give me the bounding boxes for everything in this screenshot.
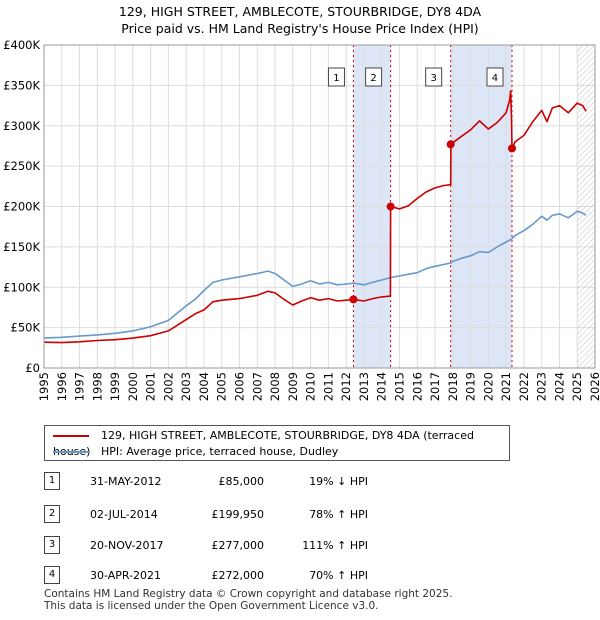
sale-marker-label: 4 <box>492 73 498 84</box>
x-tick-label: 2024 <box>552 372 566 401</box>
x-tick-label: 1998 <box>90 372 104 401</box>
sale-row: 4 30-APR-2021 £272,000 70% ↑ HPI <box>44 566 464 584</box>
sale-marker-label: 1 <box>333 73 339 84</box>
x-tick-label: 2017 <box>428 372 442 401</box>
sale-number: 2 <box>44 505 60 523</box>
y-tick-label: £0 <box>25 361 40 375</box>
x-tick-label: 2009 <box>286 372 300 401</box>
sale-price: £85,000 <box>218 475 265 488</box>
x-tick-label: 2005 <box>215 372 229 401</box>
forecast-hatch <box>577 45 595 368</box>
sale-row: 3 20-NOV-2017 £277,000 111% ↑ HPI <box>44 536 464 554</box>
x-tick-label: 2019 <box>464 372 478 401</box>
sale-number: 1 <box>44 472 60 490</box>
x-tick-label: 1995 <box>37 372 51 401</box>
sale-point <box>349 295 358 304</box>
sale-point <box>386 202 395 211</box>
legend-label-property: 129, HIGH STREET, AMBLECOTE, STOURBRIDGE… <box>53 429 474 458</box>
sale-hpi-comparison: 111% ↑ HPI <box>302 539 368 552</box>
sale-date: 31-MAY-2012 <box>90 475 162 488</box>
x-tick-label: 2022 <box>517 372 531 401</box>
sale-point <box>507 144 516 153</box>
y-tick-label: £400K <box>3 38 40 52</box>
footer-licence: This data is licensed under the Open Gov… <box>44 599 379 612</box>
x-tick-label: 2013 <box>357 372 371 401</box>
x-tick-label: 1997 <box>73 372 87 401</box>
plot-frame <box>43 44 596 369</box>
legend-item-property: 129, HIGH STREET, AMBLECOTE, STOURBRIDGE… <box>53 428 509 458</box>
series-line <box>43 210 587 339</box>
sale-price: £272,000 <box>211 569 265 582</box>
y-tick-label: £300K <box>3 119 40 133</box>
sale-date: 02-JUL-2014 <box>90 508 158 521</box>
title-subtitle: Price paid vs. HM Land Registry's House … <box>121 21 479 36</box>
sale-marker-box <box>486 67 504 87</box>
price-chart: 1 2 3 4 £0 £50K £100K £150K £200K £250K £300K £350… <box>3 38 600 401</box>
x-tick-label: 2008 <box>268 372 282 401</box>
sale-row: 2 02-JUL-2014 £199,950 78% ↑ HPI <box>44 505 464 523</box>
x-tick-label: 2025 <box>570 372 584 401</box>
sale-price: £277,000 <box>211 539 265 552</box>
x-tick-label: 2016 <box>410 372 424 401</box>
legend-swatch-property <box>53 435 89 437</box>
footer-copyright: Contains HM Land Registry data © Crown c… <box>44 588 453 600</box>
x-tick-label: 2011 <box>321 372 335 401</box>
legend-swatch-hpi <box>53 451 89 453</box>
sale-marker-label: 2 <box>370 73 376 84</box>
sale-date: 30-APR-2021 <box>90 569 162 582</box>
x-tick-label: 2007 <box>250 372 264 401</box>
sale-hpi-comparison: 19% ↓ HPI <box>309 475 368 488</box>
title-address: 129, HIGH STREET, AMBLECOTE, STOURBRIDGE… <box>118 4 482 19</box>
x-tick-label: 2002 <box>161 372 175 401</box>
x-tick-label: 2012 <box>339 372 353 401</box>
sale-marker-label: 3 <box>430 73 436 84</box>
x-tick-label: 2000 <box>126 372 140 401</box>
sale-marker-box <box>425 67 443 87</box>
y-tick-label: £100K <box>3 280 40 294</box>
y-tick-label: £50K <box>11 321 41 335</box>
x-tick-label: 1996 <box>55 372 69 401</box>
x-tick-label: 1999 <box>108 372 122 401</box>
y-tick-label: £250K <box>3 159 40 173</box>
x-tick-label: 2018 <box>446 372 460 401</box>
x-tick-label: 2021 <box>499 372 513 401</box>
x-tick-label: 2001 <box>144 372 158 401</box>
footer-attribution: Contains HM Land Registry data © Crown c… <box>44 588 453 612</box>
sale-price: £199,950 <box>211 508 265 521</box>
x-tick-label: 2014 <box>375 372 389 401</box>
sale-marker-box <box>365 67 383 87</box>
sale-hpi-comparison: 70% ↑ HPI <box>309 569 368 582</box>
sale-number: 4 <box>44 566 60 584</box>
sale-number: 3 <box>44 536 60 554</box>
legend-label-hpi: HPI: Average price, terraced house, Dudl… <box>101 445 339 458</box>
x-tick-label: 2023 <box>535 372 549 401</box>
sale-marker-box <box>327 67 345 87</box>
x-tick-label: 2026 <box>588 372 600 401</box>
sale-point <box>446 140 455 149</box>
legend-item-hpi: HPI: Average price, terraced house, Dudl… <box>53 444 338 460</box>
x-tick-label: 2004 <box>197 372 211 401</box>
x-tick-label: 2020 <box>481 372 495 401</box>
sale-date: 20-NOV-2017 <box>90 539 164 552</box>
chart-title: 129, HIGH STREET, AMBLECOTE, STOURBRIDGE… <box>0 3 600 37</box>
legend: 129, HIGH STREET, AMBLECOTE, STOURBRIDGE… <box>44 425 510 461</box>
y-tick-label: £200K <box>3 200 40 214</box>
x-tick-label: 2003 <box>179 372 193 401</box>
x-tick-label: 2010 <box>304 372 318 401</box>
y-tick-label: £150K <box>3 240 40 254</box>
x-tick-label: 2015 <box>392 372 406 401</box>
sale-hpi-comparison: 78% ↑ HPI <box>309 508 368 521</box>
x-tick-label: 2006 <box>233 372 247 401</box>
sale-row: 1 31-MAY-2012 £85,000 19% ↓ HPI <box>44 472 464 490</box>
y-tick-label: £350K <box>3 78 40 92</box>
